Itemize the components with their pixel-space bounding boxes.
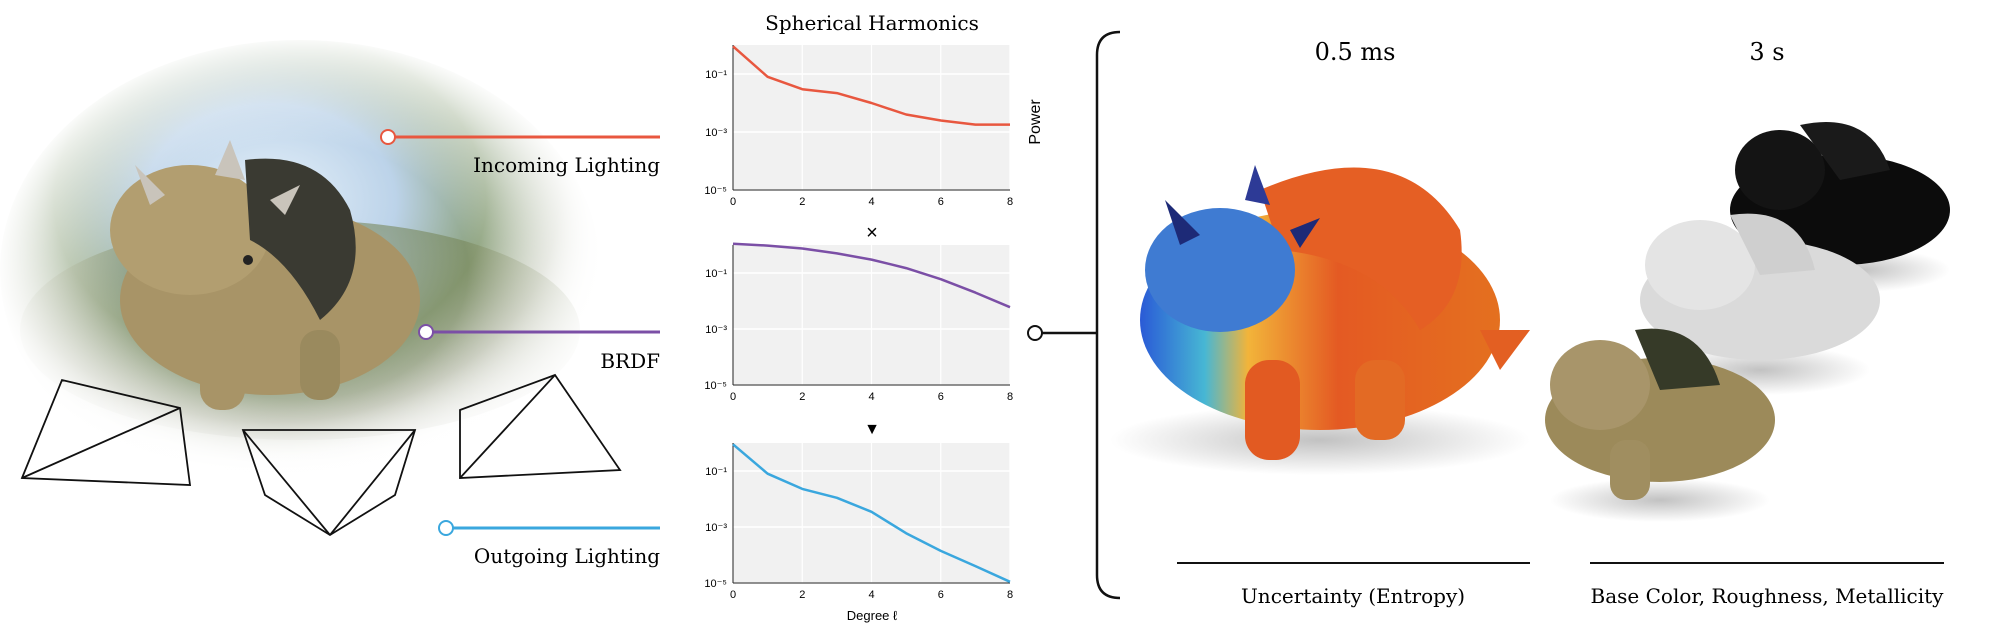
x-tick-label: 0 bbox=[730, 589, 736, 601]
y-tick-label: 10⁻⁵ bbox=[704, 185, 727, 197]
x-tick-label: 6 bbox=[938, 196, 944, 208]
spherical-harmonics-title: Spherical Harmonics bbox=[765, 11, 979, 35]
materials-caption: Base Color, Roughness, Metallicity bbox=[1591, 584, 1945, 608]
material-renders bbox=[1545, 122, 1950, 522]
x-tick-label: 4 bbox=[868, 196, 874, 208]
x-tick-label: 2 bbox=[799, 196, 805, 208]
x-tick-label: 6 bbox=[938, 391, 944, 403]
y-tick-label: 10⁻⁵ bbox=[704, 380, 727, 392]
x-tick-label: 8 bbox=[1007, 391, 1013, 403]
x-tick-label: 0 bbox=[730, 196, 736, 208]
brdf-connector bbox=[418, 324, 660, 340]
y-tick-label: 10⁻¹ bbox=[705, 466, 727, 478]
camera-frustums bbox=[20, 373, 622, 537]
y-tick-label: 10⁻³ bbox=[705, 127, 727, 139]
x-tick-label: 8 bbox=[1007, 589, 1013, 601]
y-tick-label: 10⁻¹ bbox=[705, 69, 727, 81]
y-tick-label: 10⁻³ bbox=[705, 324, 727, 336]
x-tick-label: 0 bbox=[730, 391, 736, 403]
multiply-operator: × bbox=[866, 222, 878, 244]
x-tick-label: 6 bbox=[938, 589, 944, 601]
y-tick-label: 10⁻¹ bbox=[705, 268, 727, 280]
x-tick-label: 4 bbox=[868, 391, 874, 403]
series-line bbox=[732, 45, 1010, 126]
incoming-connector bbox=[380, 129, 660, 145]
bracket-connector-dot bbox=[1027, 325, 1043, 341]
time-fast-label: 0.5 ms bbox=[1315, 38, 1396, 66]
series-line bbox=[732, 242, 1011, 309]
uncertainty-caption: Uncertainty (Entropy) bbox=[1241, 584, 1465, 608]
y-tick-label: 10⁻⁵ bbox=[704, 578, 727, 590]
power-axis-label: Power bbox=[1027, 99, 1044, 145]
outgoing-lighting-label: Outgoing Lighting bbox=[474, 544, 660, 568]
x-tick-label: 8 bbox=[1007, 196, 1013, 208]
brdf-power-chart: 10⁻¹ 10⁻³ 10⁻⁵0 2 4 6 8 bbox=[704, 242, 1013, 403]
incoming-power-chart: 10⁻¹ 10⁻³ 10⁻⁵0 2 4 6 8 bbox=[704, 45, 1013, 208]
outgoing-power-chart: 10⁻¹ 10⁻³ 10⁻⁵0 2 4 6 8 bbox=[704, 443, 1013, 601]
incoming-lighting-label: Incoming Lighting bbox=[473, 153, 660, 177]
outgoing-connector bbox=[438, 520, 660, 536]
series-line bbox=[732, 443, 1011, 583]
x-tick-label: 2 bbox=[799, 391, 805, 403]
base-color-render bbox=[1545, 328, 1775, 522]
x-tick-label: 2 bbox=[799, 589, 805, 601]
brdf-label: BRDF bbox=[600, 349, 660, 373]
degree-axis-label: Degree ℓ bbox=[847, 608, 898, 623]
time-slow-label: 3 s bbox=[1749, 38, 1784, 66]
x-tick-label: 4 bbox=[868, 589, 874, 601]
uncertainty-render bbox=[1110, 165, 1530, 475]
plush-triceratops-left bbox=[110, 140, 420, 410]
result-arrow: ▼ bbox=[864, 421, 880, 438]
y-tick-label: 10⁻³ bbox=[705, 522, 727, 534]
result-bracket bbox=[1042, 30, 1121, 600]
